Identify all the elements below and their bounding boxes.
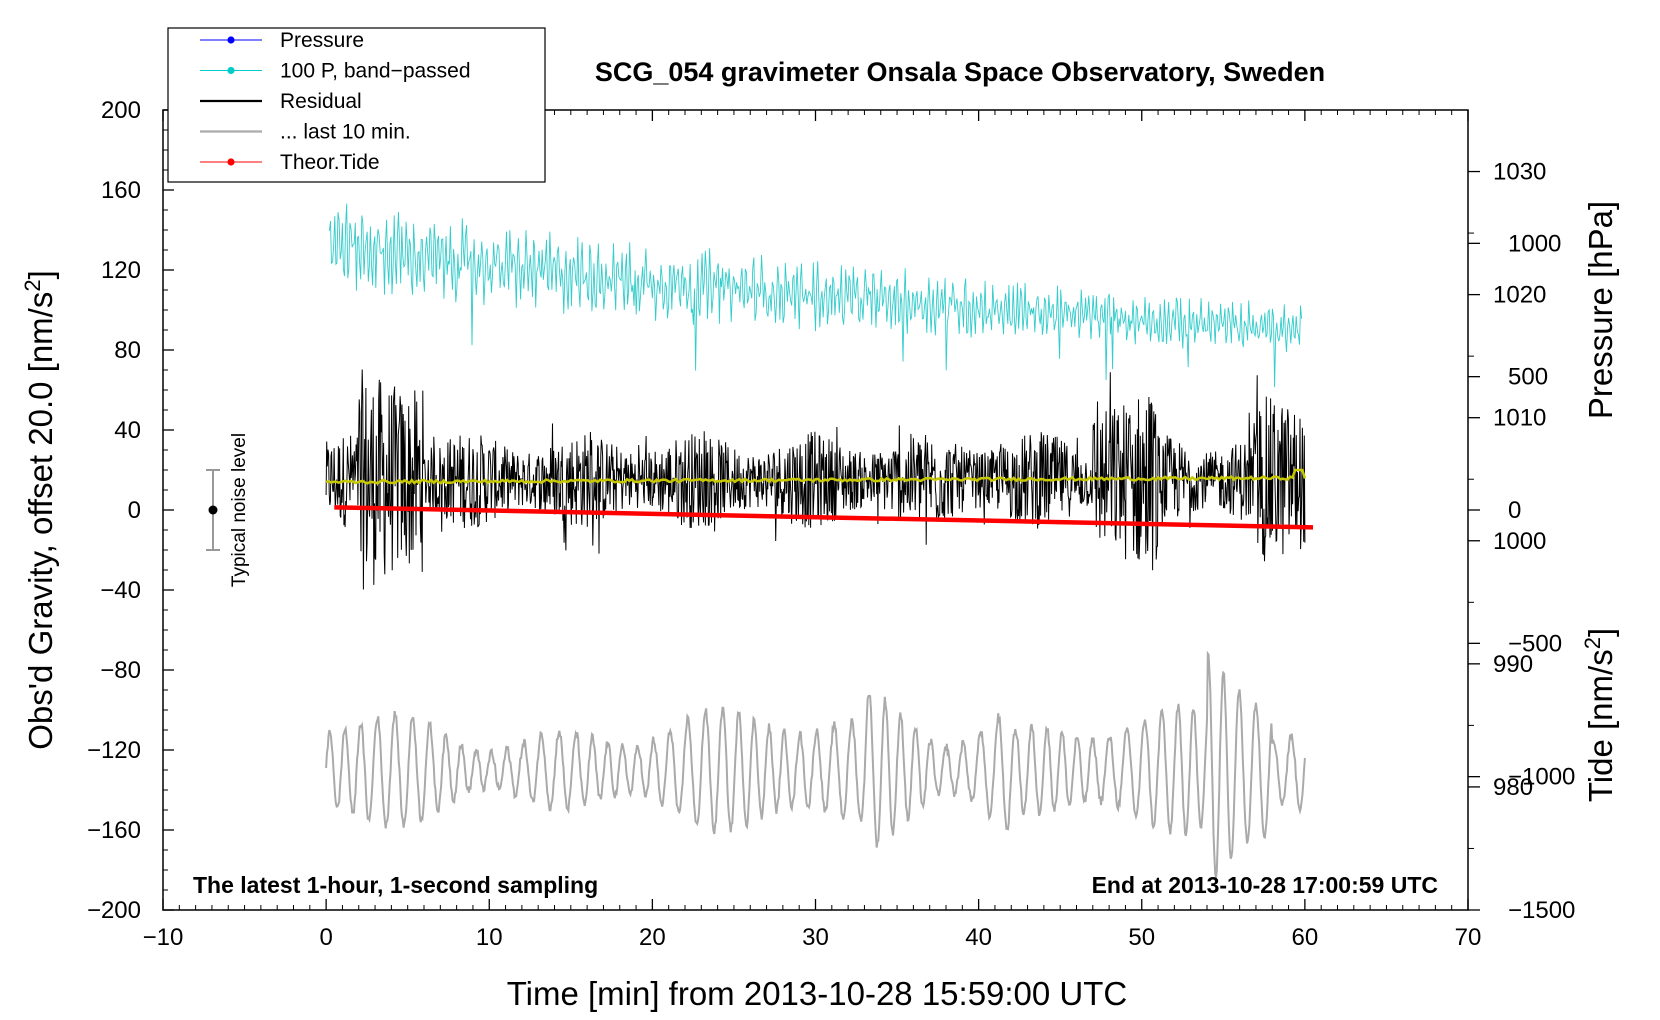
pressure-tick-label: 1030 bbox=[1493, 159, 1546, 186]
legend-entry: Residual bbox=[200, 90, 362, 113]
pressure-tick-labels: 1030 1020 1010 1000 990 980 bbox=[1493, 159, 1546, 801]
tide-tick-label: 1000 bbox=[1508, 230, 1561, 257]
tide-title-text: Tide [nm/s bbox=[1582, 649, 1619, 802]
tide-title-sup: 2 bbox=[1580, 637, 1605, 649]
tide-title-close: ] bbox=[1582, 628, 1619, 637]
y-left-title-close: ] bbox=[22, 270, 59, 279]
legend-entry: ... last 10 min. bbox=[200, 121, 411, 144]
band-passed-pressure-line bbox=[328, 203, 1303, 388]
y-left-axis-title: Obs'd Gravity, offset 20.0 [nm/s2] bbox=[20, 270, 59, 750]
tide-tick-label: −1000 bbox=[1508, 764, 1575, 791]
sampling-note: The latest 1-hour, 1-second sampling bbox=[193, 872, 598, 898]
pressure-tick-label: 1020 bbox=[1493, 282, 1546, 309]
tide-tick-label: 500 bbox=[1508, 364, 1548, 391]
legend-entry: 100 P, band−passed bbox=[200, 60, 471, 83]
noise-center-dot bbox=[208, 505, 218, 515]
x-tick-labels: −10 0 10 20 30 40 50 60 70 bbox=[143, 924, 1482, 951]
y-left-title-text: Obs'd Gravity, offset 20.0 [nm/s bbox=[22, 292, 59, 750]
x-tick-label: 70 bbox=[1455, 924, 1482, 951]
y-left-tick-label: −80 bbox=[100, 657, 141, 684]
x-tick-label: 50 bbox=[1128, 924, 1155, 951]
legend-label: ... last 10 min. bbox=[280, 121, 411, 144]
y-left-tick-label: 160 bbox=[101, 177, 141, 204]
residual-smoothed-line bbox=[325, 468, 1307, 485]
legend-swatch-marker bbox=[227, 158, 235, 166]
tide-tick-label: −500 bbox=[1508, 630, 1562, 657]
x-tick-label: 20 bbox=[639, 924, 666, 951]
y-left-tick-label: 120 bbox=[101, 257, 141, 284]
x-tick-label: 10 bbox=[476, 924, 503, 951]
noise-label: Typical noise level bbox=[229, 433, 250, 587]
legend-box bbox=[167, 27, 546, 183]
tick-marks bbox=[162, 109, 1480, 911]
end-time-note: End at 2013-10-28 17:00:59 UTC bbox=[1092, 872, 1438, 898]
legend-swatch-marker bbox=[227, 66, 235, 75]
tide-tick-label: −1500 bbox=[1508, 897, 1575, 924]
x-tick-label: 0 bbox=[319, 924, 332, 951]
legend-label: 100 P, band−passed bbox=[280, 60, 471, 83]
legend-swatch-marker bbox=[227, 36, 235, 44]
legend-entry: Pressure bbox=[200, 29, 364, 52]
y-left-tick-label: −40 bbox=[100, 577, 141, 604]
last-10-min-line bbox=[325, 650, 1306, 878]
noise-level-indicator: Typical noise level bbox=[206, 433, 250, 587]
residual-line bbox=[325, 369, 1306, 590]
legend-entry: Theor.Tide bbox=[200, 151, 380, 174]
legend-label: Theor.Tide bbox=[280, 151, 380, 174]
theoretical-tide-line bbox=[334, 505, 1314, 530]
tide-tick-label: 0 bbox=[1508, 497, 1521, 524]
pressure-axis-title: Pressure [hPa] bbox=[1582, 201, 1619, 419]
pressure-tick-label: 1010 bbox=[1493, 405, 1546, 432]
pressure-tick-label: 1000 bbox=[1493, 528, 1546, 555]
chart-title: SCG_054 gravimeter Onsala Space Observat… bbox=[595, 57, 1325, 87]
y-left-tick-labels: 200 160 120 80 40 0 −40 −80 −120 −160 −200 bbox=[87, 97, 141, 924]
x-axis-title: Time [min] from 2013-10-28 15:59:00 UTC bbox=[507, 975, 1128, 1012]
y-left-tick-label: 80 bbox=[114, 337, 141, 364]
legend: Pressure 100 P, band−passed Residual ... la… bbox=[167, 27, 546, 183]
legend-label: Residual bbox=[280, 90, 362, 113]
y-left-title-sup: 2 bbox=[20, 279, 45, 291]
series-layer bbox=[325, 203, 1314, 878]
pressure-tick-label: 990 bbox=[1493, 651, 1533, 678]
y-left-tick-label: 40 bbox=[114, 417, 141, 444]
y-left-tick-label: 200 bbox=[101, 97, 141, 124]
y-left-tick-label: −200 bbox=[87, 897, 141, 924]
x-tick-label: −10 bbox=[143, 924, 184, 951]
y-left-tick-label: 0 bbox=[128, 497, 141, 524]
x-tick-label: 40 bbox=[965, 924, 992, 951]
pressure-tick-label: 980 bbox=[1493, 774, 1533, 801]
y-left-tick-label: −120 bbox=[87, 737, 141, 764]
y-left-tick-label: −160 bbox=[87, 817, 141, 844]
legend-label: Pressure bbox=[280, 29, 364, 52]
x-tick-label: 30 bbox=[802, 924, 829, 951]
x-tick-label: 60 bbox=[1292, 924, 1319, 951]
tide-axis-title: Tide [nm/s2] bbox=[1580, 628, 1619, 802]
tide-tick-labels: 1000 500 0 −500 −1000 −1500 bbox=[1508, 230, 1575, 924]
